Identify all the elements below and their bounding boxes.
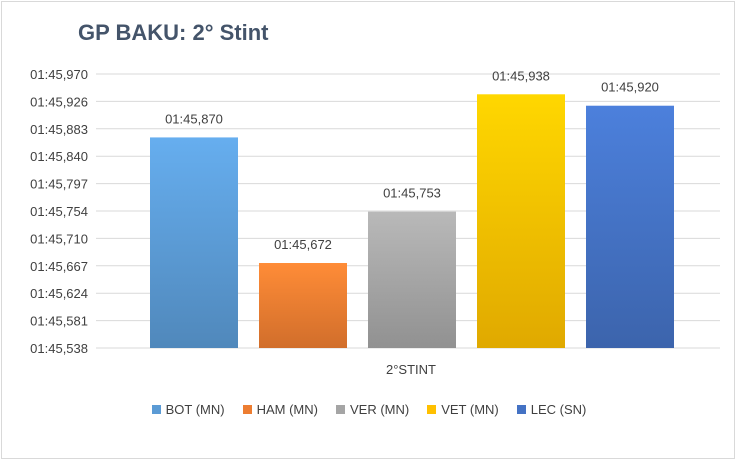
- bar-ham: [259, 263, 347, 348]
- legend-swatch: [242, 405, 252, 414]
- legend: BOT (MN) HAM (MN) VER (MN) VET (MN) LEC (SN): [0, 402, 738, 417]
- legend-label: VER (MN): [349, 402, 410, 417]
- bars: [150, 94, 674, 349]
- data-label-ver: 01:45,753: [383, 186, 441, 201]
- data-label-bot: 01:45,870: [165, 111, 223, 126]
- legend-label: BOT (MN): [165, 402, 225, 417]
- legend-swatch: [151, 405, 161, 414]
- y-tick-label: 01:45,840: [30, 149, 88, 164]
- bar-ver: [368, 211, 456, 348]
- y-tick-label: 01:45,883: [30, 122, 88, 137]
- y-tick-label: 01:45,581: [30, 314, 88, 329]
- y-tick-label: 01:45,797: [30, 177, 88, 192]
- legend-item-ver: VER (MN): [335, 402, 410, 417]
- y-tick-label: 01:45,970: [30, 67, 88, 82]
- data-label-vet: 01:45,938: [492, 68, 550, 83]
- legend-label: LEC (SN): [530, 402, 587, 417]
- legend-item-vet: VET (MN): [427, 402, 499, 417]
- legend-item-lec: LEC (SN): [516, 402, 587, 417]
- y-tick-label: 01:45,624: [30, 286, 88, 301]
- bar-lec: [586, 105, 674, 349]
- y-tick-label: 01:45,667: [30, 259, 88, 274]
- legend-swatch: [516, 405, 526, 414]
- legend-label: VET (MN): [441, 402, 499, 417]
- y-tick-label: 01:45,710: [30, 231, 88, 246]
- data-label-ham: 01:45,672: [274, 237, 332, 252]
- bar-vet: [477, 94, 565, 348]
- chart-title: GP BAKU: 2° Stint: [78, 20, 269, 45]
- legend-swatch: [427, 405, 437, 414]
- bar-bot: [150, 137, 238, 348]
- legend-swatch: [335, 405, 345, 414]
- data-label-lec: 01:45,920: [601, 80, 659, 95]
- x-category-label: 2°STINT: [386, 362, 436, 377]
- y-tick-label: 01:45,754: [30, 204, 88, 219]
- legend-item-ham: HAM (MN): [242, 402, 318, 417]
- y-tick-label: 01:45,538: [30, 341, 88, 356]
- legend-item-bot: BOT (MN): [151, 402, 225, 417]
- y-tick-label: 01:45,926: [30, 94, 88, 109]
- y-axis-ticks: 01:45,538 01:45,581 01:45,624 01:45,667 01:4…: [30, 67, 88, 356]
- legend-label: HAM (MN): [256, 402, 318, 417]
- data-labels: 01:45,870 01:45,672 01:45,753 01:45,938 01:4…: [165, 68, 659, 252]
